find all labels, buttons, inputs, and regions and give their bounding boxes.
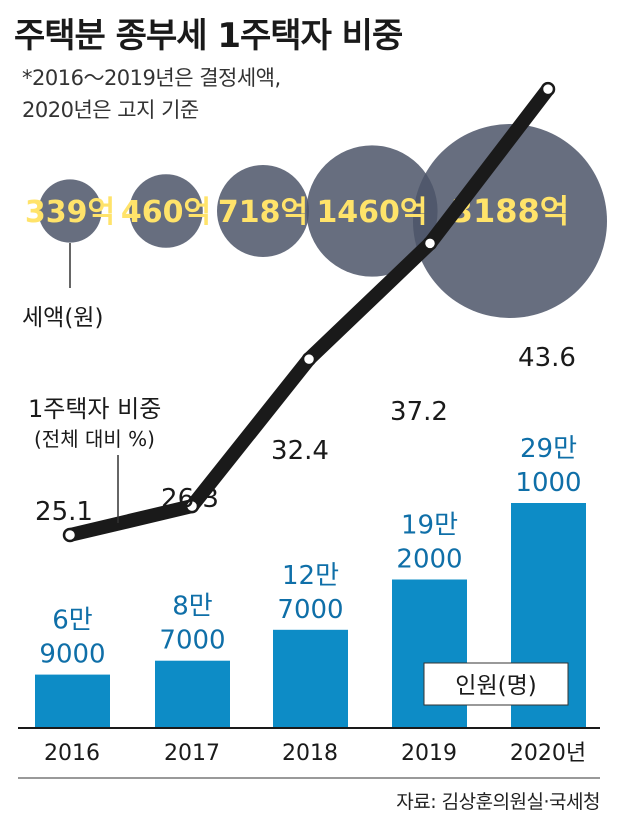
bubble-label-2019: 1460억 (316, 195, 427, 230)
bar-2016 (35, 674, 110, 728)
line-point-2018 (301, 351, 317, 367)
bar-label-top-2016: 6만 (52, 606, 92, 636)
bar-label-bottom-2018: 7000 (277, 595, 343, 625)
line-series-sublabel: (전체 대비 %) (34, 427, 155, 451)
bar-series-label-box (423, 662, 569, 706)
x-tick-2016: 2016 (44, 741, 100, 766)
bubble-label-2018: 718억 (218, 195, 308, 230)
bar-label-bottom-2017: 7000 (159, 626, 225, 656)
bar-label-bottom-2020년: 1000 (515, 468, 581, 498)
bar-label-bottom-2016: 9000 (39, 640, 105, 670)
bar-series-label: 인원(명) (455, 673, 536, 699)
bar-label-top-2020년: 29만 (520, 434, 577, 464)
line-label-2020년: 43.6 (518, 343, 576, 373)
note-line-2: 2020년은 고지 기준 (22, 98, 199, 122)
bar-label-top-2019: 19만 (401, 511, 458, 541)
bubble-label-2017: 460억 (121, 195, 211, 230)
bar-2019 (392, 579, 467, 728)
line-label-2017: 26.3 (161, 484, 219, 514)
x-tick-2017: 2017 (164, 741, 220, 766)
note-line-1: *2016～2019년은 결정세액, (22, 66, 281, 90)
source-credit: 자료: 김상훈의원실·국세청 (396, 791, 600, 813)
bubble-series-label: 세액(원) (22, 305, 103, 331)
bar-label-top-2018: 12만 (282, 561, 339, 591)
bar-2018 (273, 629, 348, 728)
bubble-2019 (306, 145, 438, 277)
line-label-2018: 32.4 (271, 436, 329, 466)
line-series-label: 1주택자 비중 (28, 395, 161, 423)
line-point-2017 (184, 498, 200, 514)
chart-title: 주택분 종부세 1주택자 비중 (14, 16, 403, 56)
bubble-2018 (217, 165, 309, 257)
x-tick-2020년: 2020년 (510, 741, 586, 766)
bubble-group (38, 124, 607, 318)
bubble-2020년 (413, 124, 607, 318)
bubble-label-2016: 339억 (25, 195, 115, 230)
line-label-2019: 37.2 (390, 397, 448, 427)
bar-2017 (155, 660, 230, 728)
line-label-2016: 25.1 (35, 497, 93, 527)
bubble-2016 (38, 179, 102, 243)
x-tick-2018: 2018 (282, 741, 338, 766)
bar-label-top-2017: 8만 (172, 592, 212, 622)
x-tick-2019: 2019 (401, 741, 457, 766)
line-point-2020년 (540, 81, 556, 97)
line-point-2019 (422, 236, 438, 251)
bar-label-bottom-2019: 2000 (396, 545, 462, 575)
bubble-2017 (129, 174, 203, 248)
line-point-2016 (62, 527, 78, 543)
